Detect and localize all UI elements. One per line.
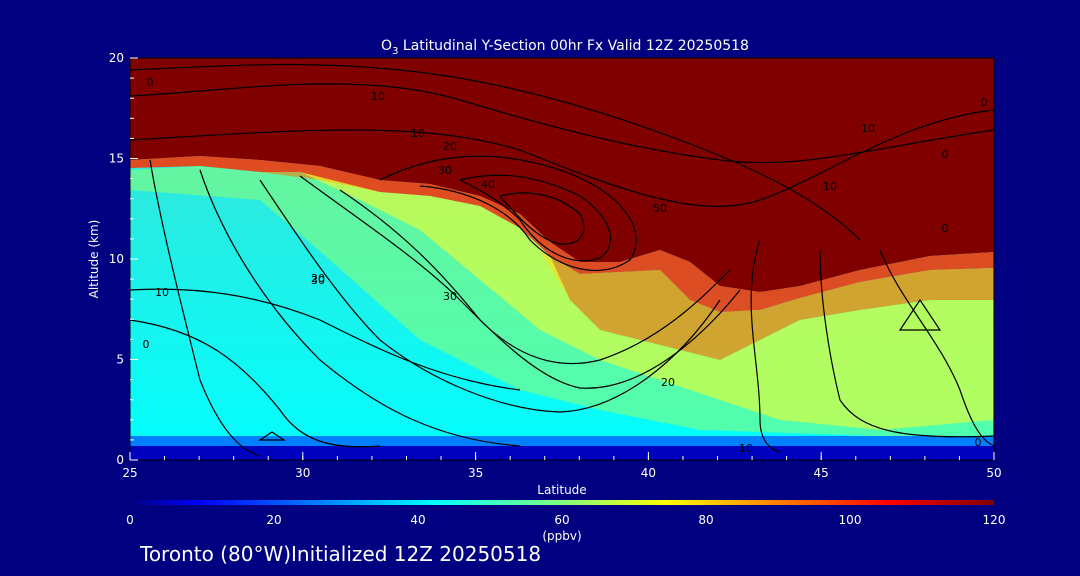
contour-line [130,319,381,448]
contour-line [130,83,994,164]
contour-line [130,63,861,241]
contour-label: 30 [311,274,325,287]
contour-line [819,249,994,438]
y-tick-label: 0 [116,453,124,467]
contour-line [898,298,942,331]
plot-area [130,58,994,460]
contour-line [379,155,637,271]
contour-label: 0 [942,222,949,235]
colorbar-tick-label: 20 [266,513,281,527]
contour-label: 20 [661,376,675,389]
y-axis-label: Altitude (km) [87,220,101,299]
contour-line [258,431,286,441]
y-tick-label: 5 [116,353,124,367]
contour-label: 10 [739,442,753,455]
yellow-band [300,172,994,430]
colorbar-tick-label: 100 [839,513,862,527]
contour-label: 30 [443,290,457,303]
contour-label: 0 [143,338,150,351]
colorbar-tick-label: 60 [554,513,569,527]
contour-label: 0 [975,436,982,449]
contour-line [459,174,611,262]
y-tick-label: 10 [109,252,124,266]
contour-label: 0 [147,76,154,89]
contour-line [259,179,721,413]
colorbar-tick-label: 0 [126,513,134,527]
contour-line [149,159,261,457]
x-tick-label: 45 [814,466,829,480]
contour-line [879,249,994,447]
contour-label: 30 [438,164,452,177]
contour-line [299,175,741,389]
x-tick-label: 40 [641,466,656,480]
y-tick-label: 15 [109,152,124,166]
colorbar [130,500,994,505]
colorbar-tick-label: 40 [410,513,425,527]
colorbar-tick-label: 80 [698,513,713,527]
contour-label: 10 [371,90,385,103]
contour-label: 10 [411,127,425,140]
contour-line [130,288,521,391]
contour-line [199,169,521,447]
contour-line [339,189,731,365]
y-tick-label: 20 [109,51,124,65]
colorbar-unit: (ppbv) [542,529,581,543]
contour-line [130,109,994,207]
contour-label: 50 [653,202,667,215]
contour-label: 40 [481,178,495,191]
contour-label: 10 [861,122,875,135]
contour-label: 0 [981,96,988,109]
contour-label: 20 [311,272,325,285]
x-axis-label: Latitude [537,483,586,497]
footer-location: Toronto (80°W)Initialized 12Z 20250518 [139,542,541,566]
green-band [130,166,994,440]
contour-label: 10 [823,180,837,193]
surface-blue-layer [130,436,994,448]
stratosphere-region [130,58,994,292]
x-tick-label: 25 [122,466,137,480]
surface-deep-layer [130,446,994,460]
contour-line [750,239,781,453]
contour-label: 20 [443,140,457,153]
orange-band [540,250,994,360]
contour-label: 10 [155,286,169,299]
x-tick-label: 30 [295,466,310,480]
colorbar-tick-label: 120 [983,513,1006,527]
x-axis: 25 30 35 40 45 50 [122,452,1002,480]
contour-line [499,192,585,245]
chart-title: O3 Latitudinal Y-Section 00hr Fx Valid 1… [381,38,749,57]
contour-label: 0 [942,148,949,161]
y-axis: 0 5 10 15 20 [109,51,138,467]
colorbar-ticks: 0 20 40 60 80 100 120 [126,513,1005,527]
x-tick-label: 50 [986,466,1001,480]
contour-lines [130,63,994,457]
x-tick-label: 35 [468,466,483,480]
